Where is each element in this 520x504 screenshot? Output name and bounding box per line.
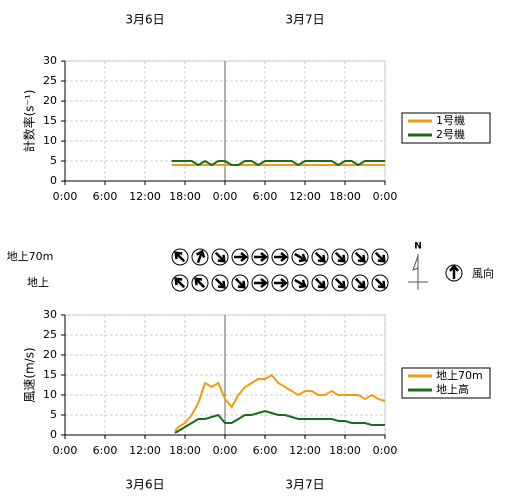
y-tick-label: 25 (43, 74, 57, 87)
series-line (171, 159, 385, 167)
y-tick-label: 10 (43, 388, 57, 401)
arrow (334, 251, 346, 263)
x-tick-label: 12:00 (129, 444, 161, 457)
x-tick-label: 0:00 (53, 444, 78, 457)
wind-arrow (371, 248, 389, 266)
arrow (194, 277, 206, 289)
y-tick-label: 10 (43, 134, 57, 147)
wind-arrow (251, 248, 269, 266)
arrow (274, 252, 289, 262)
wind-arrow (211, 274, 229, 292)
wind-arrow (291, 274, 309, 292)
wind-legend-icon (445, 263, 463, 282)
compass-label: N (414, 242, 422, 252)
arrow (174, 251, 186, 263)
x-tick-label: 18:00 (169, 190, 201, 203)
y-tick-label: 25 (43, 328, 57, 341)
wind-arrow (171, 248, 189, 266)
y-tick-label: 30 (43, 308, 57, 321)
legend-label: 地上70m (436, 369, 483, 382)
x-tick-label: 12:00 (129, 190, 161, 203)
wind-arrow (371, 274, 389, 292)
series-line (174, 373, 386, 432)
y-tick-label: 5 (50, 408, 57, 421)
wind-legend-label: 風向 (472, 266, 494, 280)
x-tick-label: 6:00 (93, 190, 118, 203)
wind-arrow (171, 274, 189, 292)
x-tick-label: 6:00 (253, 444, 278, 457)
compass (408, 254, 428, 290)
date-label: 3月7日 (285, 13, 324, 27)
arrow (234, 277, 246, 289)
x-tick-label: 6:00 (93, 444, 118, 457)
legend (401, 112, 491, 144)
x-tick-label: 18:00 (329, 444, 361, 457)
y-axis-label: 風速(m/s) (23, 347, 37, 402)
y-tick-label: 20 (43, 348, 57, 361)
y-tick-label: 5 (50, 154, 57, 167)
y-tick-label: 0 (50, 174, 57, 187)
arrow (314, 277, 326, 289)
arrow (174, 277, 186, 289)
x-tick-label: 6:00 (253, 190, 278, 203)
series-line (174, 409, 385, 434)
arrow (254, 252, 269, 262)
row-label: 地上70m (7, 250, 54, 263)
arrow (374, 277, 386, 289)
arrow (294, 278, 307, 289)
y-tick-label: 15 (43, 114, 57, 127)
arrow (195, 249, 206, 264)
arrow (294, 252, 307, 263)
arrow (354, 277, 366, 289)
date-label: 3月7日 (285, 478, 324, 492)
x-tick-label: 18:00 (169, 444, 201, 457)
x-tick-label: 12:00 (289, 190, 321, 203)
x-tick-label: 0:00 (213, 444, 238, 457)
arrow (334, 277, 346, 289)
x-tick-label: 0:00 (53, 190, 78, 203)
arrow (274, 278, 289, 288)
arrow (254, 278, 269, 288)
wind-arrow (311, 274, 329, 292)
wind-arrow (211, 248, 229, 266)
wind-arrow (191, 274, 209, 292)
arrow (314, 251, 326, 263)
y-tick-label: 0 (50, 428, 57, 441)
date-label: 3月6日 (125, 13, 164, 27)
arrow (214, 251, 226, 263)
wind-arrow (311, 248, 329, 266)
arrow (374, 251, 386, 263)
y-axis-label: 計数率(s⁻¹) (22, 90, 37, 153)
arrow (354, 251, 366, 263)
wind-arrow (271, 248, 289, 266)
legend-label: 地上高 (436, 382, 469, 396)
wind-arrow (231, 274, 249, 292)
x-tick-label: 12:00 (289, 444, 321, 457)
x-tick-label: 0:00 (373, 444, 398, 457)
arrow (214, 277, 226, 289)
legend-label: 2号機 (436, 127, 465, 141)
y-tick-label: 15 (43, 368, 57, 381)
wind-arrow (191, 248, 209, 266)
wind-arrow (231, 248, 249, 266)
legend-label: 1号機 (436, 113, 465, 127)
wind-arrow (271, 274, 289, 292)
legend (401, 367, 491, 399)
x-tick-label: 0:00 (373, 190, 398, 203)
arrow (234, 252, 249, 262)
x-tick-label: 18:00 (329, 190, 361, 203)
y-tick-label: 30 (43, 54, 57, 67)
wind-arrow (351, 248, 369, 266)
wind-arrow (331, 274, 349, 292)
wind-arrow (291, 248, 309, 266)
y-tick-label: 20 (43, 94, 57, 107)
wind-arrow (351, 274, 369, 292)
date-label: 3月6日 (125, 478, 164, 492)
row-label: 地上 (27, 276, 49, 289)
wind-arrow (331, 248, 349, 266)
wind-arrow (251, 274, 269, 292)
x-tick-label: 0:00 (213, 190, 238, 203)
